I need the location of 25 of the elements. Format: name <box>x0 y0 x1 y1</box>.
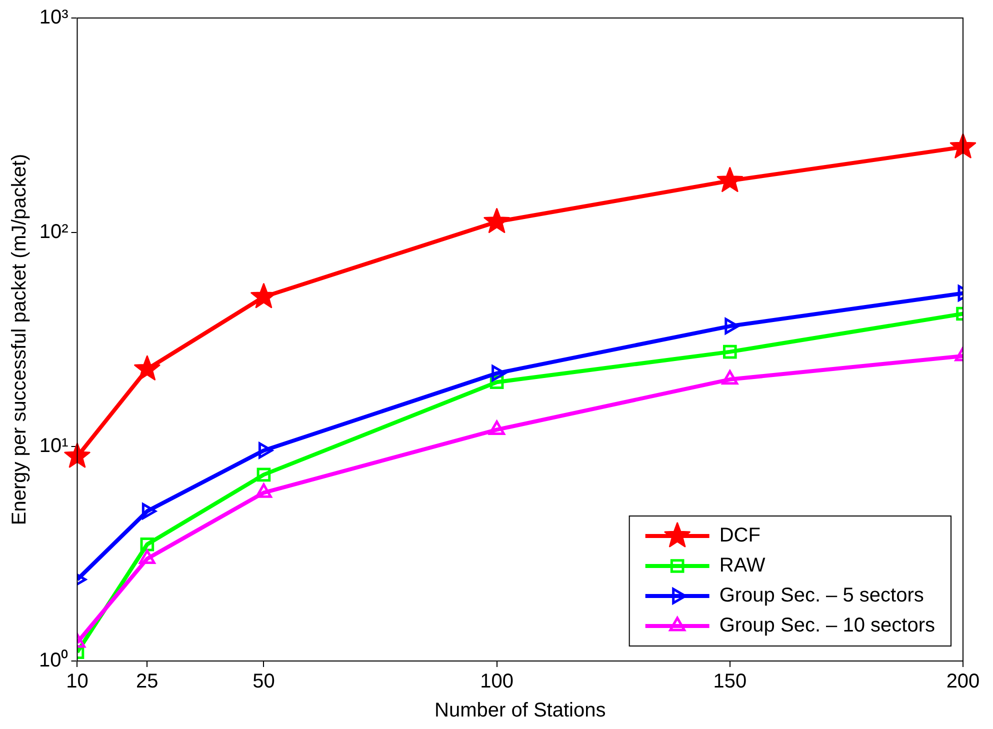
point <box>723 344 737 359</box>
x-tick-label: 100 <box>480 670 514 693</box>
point <box>484 208 510 234</box>
legend-label: Group Sec. – 5 sectors <box>719 584 924 607</box>
x-tick-label: 150 <box>713 670 747 693</box>
legend-label: Group Sec. – 10 sectors <box>719 614 936 637</box>
y-tick-label: 10³ <box>39 6 69 29</box>
point <box>258 442 273 459</box>
x-tick-label: 25 <box>136 670 158 693</box>
x-tick-label: 10 <box>66 670 88 693</box>
y-axis-title: Energy per successful packet (mJ/packet) <box>8 154 31 526</box>
y-tick-label: 10¹ <box>39 435 69 458</box>
x-tick-label: 200 <box>946 670 980 693</box>
y-tick-label: 10⁰ <box>38 648 68 672</box>
point <box>950 133 976 158</box>
legend-label: RAW <box>719 554 766 577</box>
point <box>140 537 154 552</box>
x-axis-title: Number of Stations <box>434 700 606 722</box>
y-tick-label: 10² <box>39 220 69 243</box>
legend-label: DCF <box>719 524 760 547</box>
point <box>142 503 156 520</box>
point <box>256 468 271 482</box>
point <box>716 167 744 192</box>
point <box>134 355 160 380</box>
x-tick-label: 50 <box>252 670 275 693</box>
